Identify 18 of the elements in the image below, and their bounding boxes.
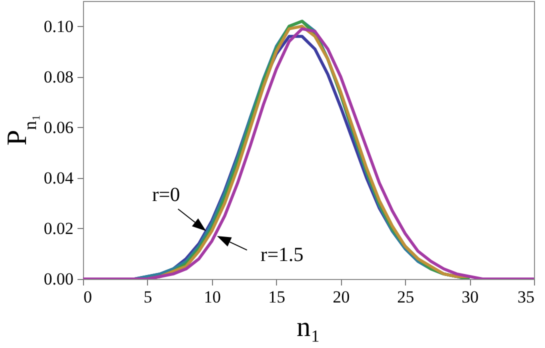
- y-tick-label: 0.06: [44, 118, 74, 137]
- x-tick-label: 20: [332, 288, 350, 306]
- x-tick-label: 35: [518, 288, 534, 306]
- x-tick-label: 25: [397, 288, 414, 306]
- x-tick-label: 0: [84, 288, 92, 306]
- y-tick-label: 0.04: [44, 168, 74, 188]
- annotation: r=1.5: [260, 244, 304, 266]
- x-tick-label: 15: [268, 288, 286, 306]
- x-tick-label: 30: [462, 288, 479, 306]
- y-tick-label: 0.00: [44, 270, 74, 288]
- y-tick-label: 0.10: [44, 16, 74, 36]
- x-tick-label: 10: [204, 288, 221, 306]
- y-tick-label: 0.02: [44, 218, 74, 238]
- y-tick-label: 0.08: [44, 67, 74, 86]
- x-axis-title: n₁: [296, 312, 320, 343]
- x-tick-label: 5: [144, 288, 152, 306]
- line-series: [83, 27, 534, 279]
- annotation: r=0: [152, 184, 180, 206]
